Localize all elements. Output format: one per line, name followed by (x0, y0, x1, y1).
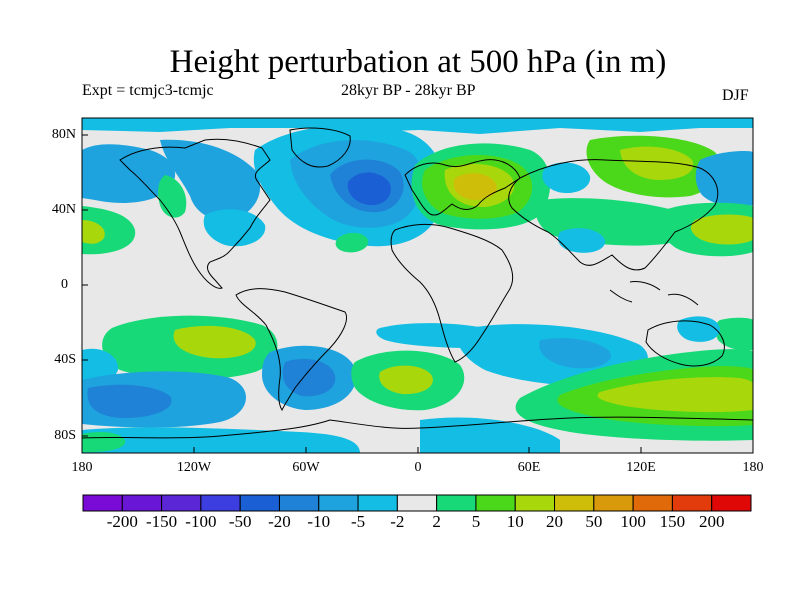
mid-atlantic-high (335, 232, 369, 253)
indian-ocean-south-low-core (539, 338, 611, 369)
colorbar-swatch (357, 494, 398, 512)
north-pacific-high-east-core (690, 214, 753, 245)
colorbar-swatch (593, 494, 634, 512)
colorbar-swatch (632, 494, 673, 512)
australia-coast (645, 320, 725, 367)
colorbar-swatch (239, 494, 280, 512)
siberia-high-core (620, 146, 694, 180)
lon-tick-label: 120W (176, 460, 212, 475)
coastlines (82, 127, 753, 439)
south-pacific-high-core (173, 325, 256, 359)
colorbar-swatch (671, 494, 713, 512)
colorbar-label: -5 (350, 512, 366, 531)
indian-ocean-low (557, 228, 606, 253)
lon-tick-label: 60W (292, 460, 320, 475)
central-asia-low (542, 162, 591, 194)
lon-tick-label: 180 (71, 460, 93, 475)
colorbar-label: 100 (620, 512, 646, 531)
lat-tick-label: 80N (51, 127, 76, 142)
colorbar-label: -50 (228, 512, 252, 531)
colorbar-swatch (396, 494, 438, 512)
south-pacific-low-west (82, 348, 119, 383)
antarctic-low (82, 427, 360, 453)
season-label: DJF (722, 87, 749, 104)
lon-tick-label: 180 (742, 460, 764, 475)
north-america-low (160, 139, 261, 221)
page-title: Height perturbation at 500 hPa (in m) (169, 44, 667, 80)
africa-coast (390, 223, 514, 363)
north-pacific-high-west-core (82, 220, 105, 244)
colorbar-swatch (475, 494, 516, 512)
arctic-negative-region (82, 118, 753, 134)
colorbar-label: 5 (471, 512, 481, 531)
lon-tick-label: 60E (517, 460, 541, 475)
pacific-south-low-east (677, 316, 720, 342)
lon-tick-label: 0 (414, 460, 422, 475)
colorbar-swatch (121, 494, 163, 512)
period-label: 28kyr BP - 28kyr BP (341, 82, 476, 99)
colorbar-label: -150 (145, 512, 178, 531)
asia-coast (508, 159, 719, 271)
experiment-label: Expt = tcmjc3-tcmjc (82, 82, 214, 99)
north-america-coast (119, 138, 271, 289)
antarctica-coast (82, 416, 753, 439)
maritime-continent-coast (609, 281, 699, 306)
south-atlantic-high-core (379, 365, 433, 395)
colorbar-label: -100 (185, 512, 217, 531)
colorbar-label: -200 (106, 512, 138, 531)
east-asia-low (695, 150, 753, 207)
north-atlantic-low-core (347, 172, 391, 206)
lon-tick-label: 120E (626, 460, 656, 475)
colorbar-label: -10 (307, 512, 331, 531)
colorbar-label: 150 (659, 512, 686, 531)
west-pacific-south-high (715, 317, 753, 351)
colorbar-swatch (200, 494, 241, 512)
greenland-coast (289, 127, 351, 168)
lat-tick-label: 80S (54, 428, 76, 443)
colorbar-swatch (711, 494, 752, 512)
colorbar-label: 200 (698, 512, 725, 531)
colorbar-swatch (554, 494, 595, 512)
lat-tick-label: 40N (51, 202, 76, 217)
south-america-coast (235, 288, 347, 411)
eastern-us-low (203, 209, 266, 247)
colorbar-swatch (436, 494, 477, 512)
colorbar-swatch (318, 494, 359, 512)
europe-coast (404, 159, 521, 216)
colorbar-swatch (514, 494, 556, 512)
colorbar-label: -20 (268, 512, 291, 531)
colorbar-swatch (82, 494, 123, 512)
colorbar-label: 20 (546, 512, 564, 531)
colorbar-swatch (278, 494, 320, 512)
axis-ticks (82, 134, 642, 453)
lat-tick-label: 0 (61, 277, 68, 292)
south-pacific-low-core (87, 384, 172, 418)
colorbar-swatch (161, 494, 202, 512)
colorbar-label: -2 (390, 512, 405, 531)
colorbar-label: 2 (432, 512, 441, 531)
southern-ocean-high-core (597, 377, 753, 413)
colorbar-label: 50 (585, 512, 603, 531)
lat-tick-label: 40S (54, 352, 76, 367)
colorbar-label: 10 (506, 512, 524, 531)
europe-high-core (453, 173, 497, 200)
north-pacific-low-west (82, 144, 176, 203)
